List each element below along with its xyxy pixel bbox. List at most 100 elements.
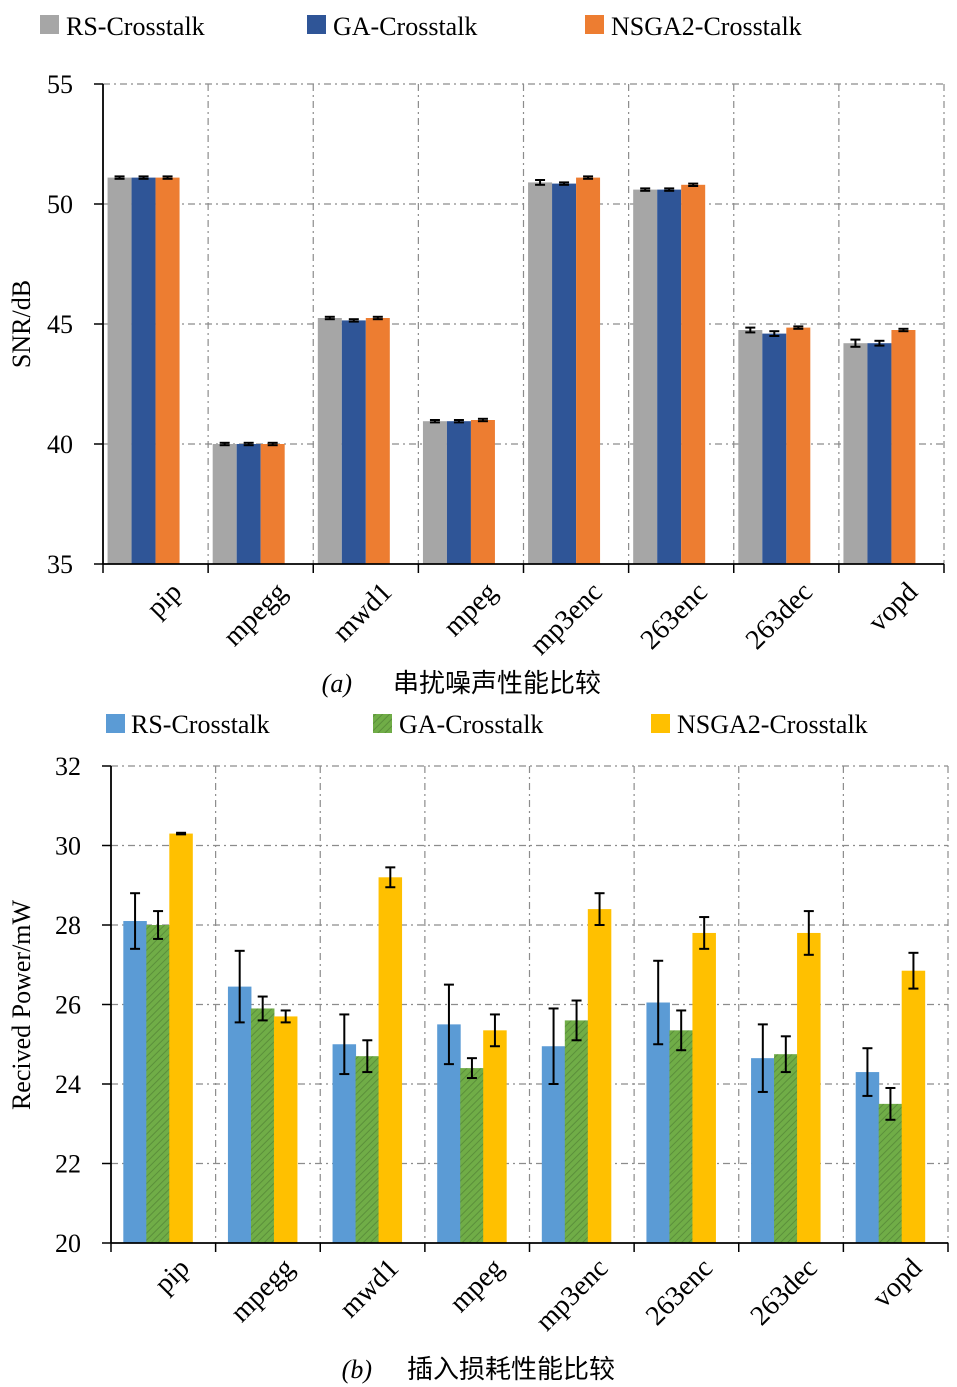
- chart-a-bar-nsga2-crosstalk-mwd1: [365, 318, 390, 564]
- chart-a-caption-text: 串扰噪声性能比较: [393, 669, 601, 698]
- chart-b-bar-nsga2-crosstalk-263dec: [797, 932, 821, 1243]
- chart-a-bar-nsga2-crosstalk-vopd: [891, 330, 916, 564]
- chart-a-x-tick-label: mwd1: [327, 577, 398, 648]
- chart-b-x-tick-label: pip: [149, 1253, 196, 1300]
- chart-b-bar-rs-crosstalk-mpeg: [437, 1024, 461, 1243]
- chart-b-bar-rs-crosstalk-mpegg: [227, 986, 252, 1243]
- chart-b-y-tick-label: 30: [55, 832, 81, 861]
- chart-a-caption: (a) 串扰噪声性能比较: [322, 669, 601, 698]
- chart-b-bar-rs-crosstalk-263enc: [646, 1002, 670, 1243]
- chart-a-bar-rs-crosstalk-vopd: [843, 343, 868, 564]
- chart-b-bar-ga-crosstalk-pip: [146, 925, 170, 1243]
- chart-a-bar-nsga2-crosstalk-263enc: [681, 184, 706, 565]
- chart-b-bar-ga-crosstalk-vopd: [878, 1103, 903, 1243]
- chart-a-y-tick-label: 50: [47, 190, 73, 219]
- chart-a-x-tick-label: 263enc: [635, 577, 714, 656]
- chart-a-x-tick-label: 263dec: [740, 577, 819, 656]
- chart-a-bar-nsga2-crosstalk-pip: [155, 177, 180, 564]
- chart-b-bar-ga-crosstalk-263dec: [774, 1054, 798, 1243]
- chart-a-bar-rs-crosstalk-mpegg: [212, 444, 237, 564]
- chart-b-x-tick-label: mwd1: [334, 1253, 405, 1324]
- chart-a-bar-ga-crosstalk-263dec: [762, 333, 787, 564]
- chart-b-x-tick-label: mpeg: [444, 1253, 510, 1319]
- chart-a-caption-label: (a): [322, 669, 352, 698]
- chart-b-bar-rs-crosstalk-pip: [123, 921, 147, 1243]
- chart-b-bar-nsga2-crosstalk-mpeg: [483, 1030, 507, 1243]
- chart-b-bar-rs-crosstalk-vopd: [855, 1072, 880, 1243]
- chart-b-x-tick-label: mp3enc: [530, 1253, 615, 1338]
- chart-a-x-tick-label: mp3enc: [524, 577, 609, 662]
- chart-a-bar-ga-crosstalk-pip: [131, 177, 156, 564]
- legend-a: RS-Crosstalk GA-Crosstalk NSGA2-Crosstal…: [40, 12, 802, 41]
- chart-b-y-tick-label: 22: [55, 1150, 81, 1179]
- chart-b-y-tick-label: 24: [55, 1070, 81, 1099]
- chart-a-bar-ga-crosstalk-mpegg: [236, 444, 261, 564]
- chart-b-bar-nsga2-crosstalk-mwd1: [378, 877, 403, 1243]
- legend-a-label-nsga2: NSGA2-Crosstalk: [611, 12, 802, 41]
- chart-b-x-tick-label: 263enc: [640, 1253, 719, 1332]
- chart-a-snr: RS-Crosstalk GA-Crosstalk NSGA2-Crosstal…: [7, 12, 945, 698]
- legend-b-label-ga: GA-Crosstalk: [399, 710, 543, 739]
- chart-b-y-tick-label: 26: [55, 991, 81, 1020]
- chart-a-bar-ga-crosstalk-mp3enc: [552, 183, 577, 564]
- chart-a-y-tick-labels: 35 40 45 50 55: [47, 70, 73, 579]
- chart-a-bar-nsga2-crosstalk-263dec: [786, 327, 811, 564]
- chart-b-caption-text: 插入损耗性能比较: [407, 1355, 615, 1384]
- chart-a-x-tick-labels: pip mpegg mwd1 mpeg mp3enc 263enc 263dec vopd: [141, 577, 924, 662]
- chart-a-x-tick-label: mpegg: [217, 577, 293, 653]
- legend-b-swatch-rs: [106, 714, 125, 733]
- chart-b-bars: [123, 831, 926, 1243]
- legend-a-swatch-rs: [40, 15, 59, 34]
- chart-a-y-tick-label: 55: [47, 70, 73, 99]
- chart-b-bar-nsga2-crosstalk-263enc: [692, 932, 716, 1243]
- legend-a-label-rs: RS-Crosstalk: [66, 12, 205, 41]
- chart-b-y-tick-label: 28: [55, 911, 81, 940]
- chart-a-bar-nsga2-crosstalk-mpeg: [470, 420, 495, 564]
- chart-b-bar-rs-crosstalk-mp3enc: [541, 1046, 566, 1243]
- legend-b: RS-Crosstalk GA-Crosstalk NSGA2-Crosstal…: [106, 710, 868, 739]
- chart-a-bar-ga-crosstalk-263enc: [657, 189, 682, 564]
- chart-a-bar-rs-crosstalk-263dec: [738, 330, 763, 564]
- chart-b-bar-ga-crosstalk-mpeg: [460, 1068, 484, 1243]
- chart-a-y-tick-label: 40: [47, 430, 73, 459]
- chart-b-y-tick-label: 20: [55, 1229, 81, 1258]
- chart-b-bar-ga-crosstalk-mp3enc: [564, 1020, 589, 1243]
- chart-a-axes: [94, 83, 945, 573]
- chart-b-x-tick-label: vopd: [867, 1253, 929, 1315]
- legend-b-label-rs: RS-Crosstalk: [131, 710, 270, 739]
- chart-a-bars: [107, 175, 916, 565]
- chart-a-bar-rs-crosstalk-mp3enc: [528, 182, 553, 564]
- chart-b-axes: [102, 765, 949, 1252]
- chart-b-bar-ga-crosstalk-mpegg: [250, 1008, 275, 1243]
- chart-a-bar-rs-crosstalk-mwd1: [317, 318, 342, 564]
- chart-b-caption-label: (b): [342, 1355, 372, 1384]
- chart-b-bar-nsga2-crosstalk-pip: [169, 833, 193, 1243]
- chart-b-y-tick-label: 32: [55, 752, 81, 781]
- chart-a-y-tick-label: 45: [47, 310, 73, 339]
- chart-a-bar-nsga2-crosstalk-mpegg: [260, 444, 285, 564]
- chart-a-bar-rs-crosstalk-mpeg: [422, 421, 447, 564]
- chart-b-bar-rs-crosstalk-263dec: [751, 1058, 775, 1243]
- chart-b-bar-nsga2-crosstalk-mpegg: [273, 1016, 298, 1243]
- chart-a-bar-ga-crosstalk-mpeg: [446, 421, 471, 564]
- chart-b-y-axis-title: Recived Power/mW: [7, 899, 36, 1110]
- chart-b-caption: (b) 插入损耗性能比较: [342, 1355, 615, 1384]
- chart-a-x-tick-label: vopd: [862, 577, 924, 639]
- chart-b-x-tick-label: 263dec: [744, 1253, 823, 1332]
- legend-b-label-nsga2: NSGA2-Crosstalk: [677, 710, 868, 739]
- chart-a-bar-rs-crosstalk-263enc: [633, 189, 658, 564]
- chart-b-bar-ga-crosstalk-263enc: [669, 1030, 693, 1243]
- chart-a-y-axis-title: SNR/dB: [7, 280, 36, 368]
- chart-b-bar-nsga2-crosstalk-vopd: [901, 970, 926, 1243]
- chart-a-bar-rs-crosstalk-pip: [107, 177, 132, 564]
- chart-a-x-tick-label: pip: [141, 577, 188, 624]
- chart-a-bar-nsga2-crosstalk-mp3enc: [576, 177, 601, 564]
- chart-a-x-tick-label: mpeg: [438, 577, 504, 643]
- legend-b-swatch-ga: [373, 714, 392, 733]
- chart-a-grid: [103, 83, 945, 564]
- chart-b-x-tick-labels: pip mpegg mwd1 mpeg mp3enc 263enc 263dec vopd: [149, 1253, 929, 1338]
- chart-a-y-tick-label: 35: [47, 550, 73, 579]
- legend-a-label-ga: GA-Crosstalk: [333, 12, 477, 41]
- chart-b-y-tick-labels: 20 22 24 26 28 30 32: [55, 752, 81, 1258]
